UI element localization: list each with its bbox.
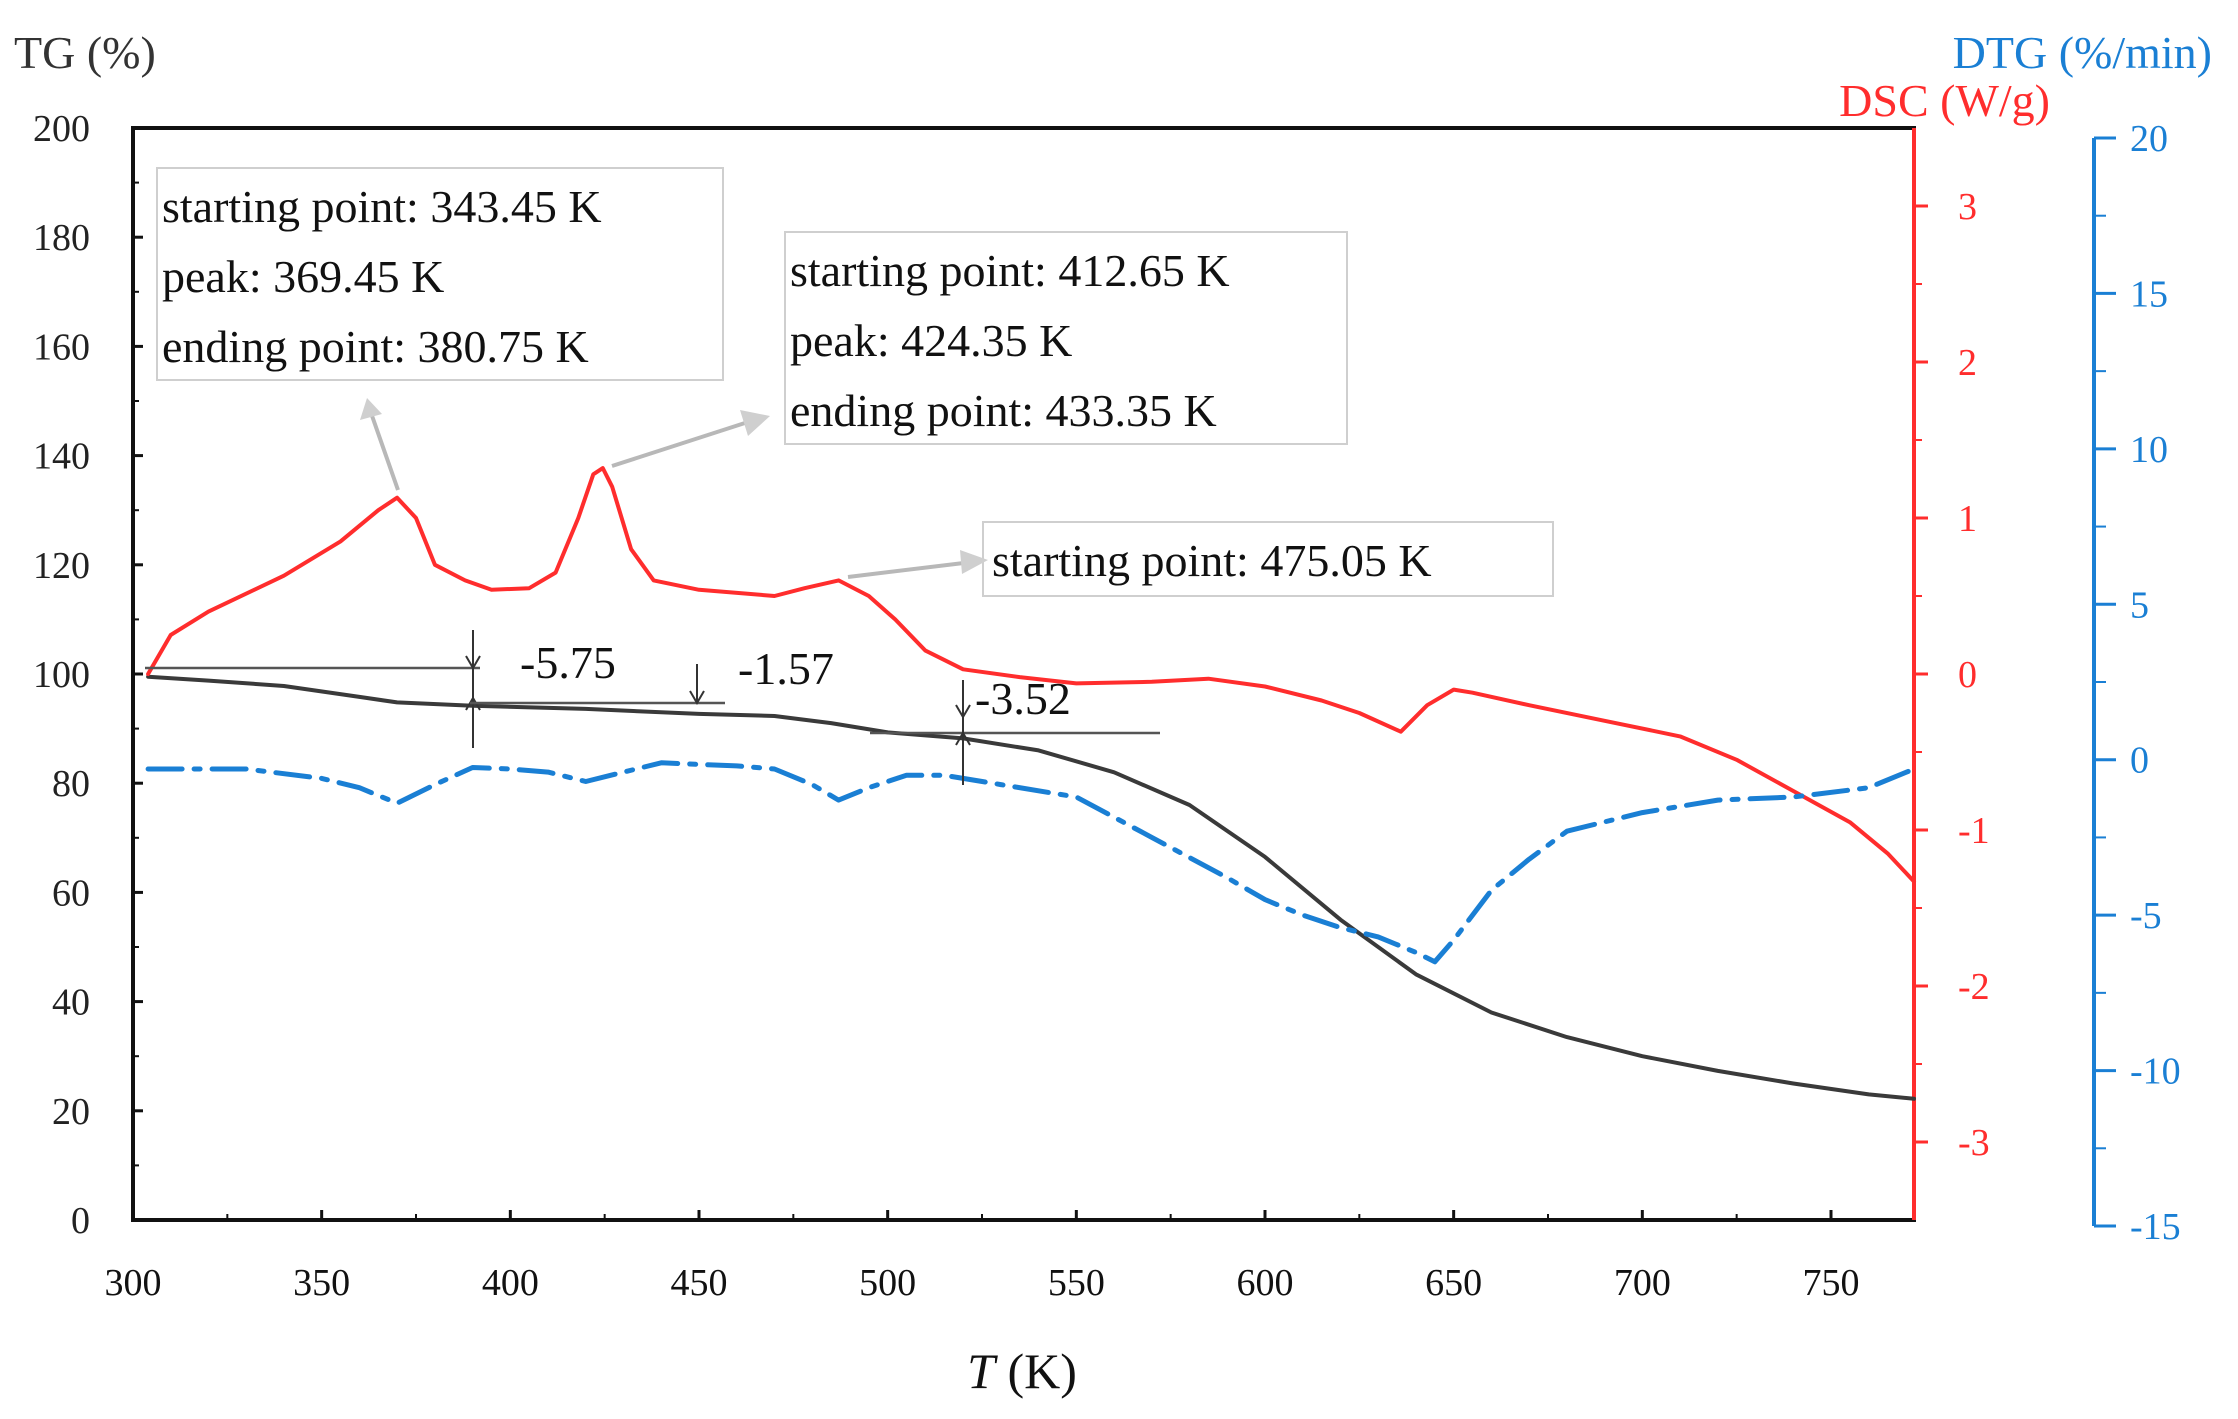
y-dsc-tick-label: 2 bbox=[1958, 342, 1977, 384]
x-tick-label: 450 bbox=[670, 1262, 727, 1304]
y-left-tick-label: 200 bbox=[33, 108, 90, 150]
y-dsc-tick-label: -2 bbox=[1958, 966, 1990, 1008]
step-label-1: -5.75 bbox=[520, 637, 616, 688]
step-label-3: -3.52 bbox=[975, 673, 1071, 724]
y-dtg-tick-label: -15 bbox=[2130, 1206, 2181, 1248]
annotation-1: starting point: 343.45 K peak: 369.45 K … bbox=[156, 167, 724, 491]
annotation-2-pointer bbox=[611, 420, 749, 468]
y-left-tick-label: 60 bbox=[52, 872, 90, 914]
y-dsc-tick-label: 1 bbox=[1958, 498, 1977, 540]
series-dsc-line bbox=[146, 466, 1916, 884]
annotation-2-pointer-head bbox=[740, 410, 770, 436]
y-left-tick-label: 40 bbox=[52, 982, 90, 1024]
step-arrowhead-1b bbox=[465, 696, 481, 711]
y-dsc-tick-label: -1 bbox=[1958, 810, 1990, 852]
annotation-1-line-1: starting point: 343.45 K bbox=[162, 181, 602, 232]
step-label-2: -1.57 bbox=[738, 643, 834, 694]
y-left-tick-label: 80 bbox=[52, 763, 90, 805]
y-dsc-tick-label: 0 bbox=[1958, 654, 1977, 696]
x-tick-label: 650 bbox=[1425, 1262, 1482, 1304]
annotation-2-line-3: ending point: 433.35 K bbox=[790, 385, 1217, 436]
annotation-3: starting point: 475.05 K bbox=[847, 521, 1554, 597]
step-arrowhead-2 bbox=[689, 690, 705, 705]
y-left-tick-label: 140 bbox=[33, 436, 90, 478]
y-left-tick-label: 120 bbox=[33, 545, 90, 587]
step-arrowhead-3b bbox=[955, 731, 971, 746]
y-dsc-axis: -3 -2 -1 0 1 2 3 bbox=[1914, 186, 1990, 1164]
x-axis: 300 350 400 450 500 550 600 650 700 750 bbox=[105, 1210, 1859, 1304]
x-axis-title-symbol: T bbox=[967, 1343, 998, 1399]
x-tick-label: 750 bbox=[1802, 1262, 1859, 1304]
y-left-axis: 0 20 40 60 80 100 120 140 160 180 200 bbox=[33, 108, 143, 1242]
annotation-1-pointer bbox=[368, 409, 400, 491]
y-dsc-tick-label: 3 bbox=[1958, 186, 1977, 228]
annotation-box-3 bbox=[982, 521, 1554, 597]
annotation-3-pointer bbox=[847, 560, 973, 579]
y-dsc-tick-label: -3 bbox=[1958, 1122, 1990, 1164]
x-tick-label: 300 bbox=[105, 1262, 162, 1304]
mass-steps: -5.75 -1.57 -3.52 bbox=[145, 630, 1160, 785]
x-tick-label: 350 bbox=[293, 1262, 350, 1304]
x-axis-title: T (K) bbox=[967, 1343, 1077, 1399]
x-tick-label: 600 bbox=[1236, 1262, 1293, 1304]
y-dtg-tick-label: 15 bbox=[2130, 273, 2168, 315]
annotation-2-line-2: peak: 424.35 K bbox=[790, 315, 1072, 366]
x-tick-label: 400 bbox=[482, 1262, 539, 1304]
annotation-1-line-3: ending point: 380.75 K bbox=[162, 321, 589, 372]
y-left-tick-label: 160 bbox=[33, 326, 90, 368]
y-dtg-tick-label: 5 bbox=[2130, 584, 2149, 626]
x-axis-title-unit: (K) bbox=[995, 1343, 1077, 1399]
y-left-tick-label: 100 bbox=[33, 654, 90, 696]
annotation-1-line-2: peak: 369.45 K bbox=[162, 251, 444, 302]
x-tick-label: 500 bbox=[859, 1262, 916, 1304]
y-dtg-tick-label: 0 bbox=[2130, 740, 2149, 782]
annotation-2: starting point: 412.65 K peak: 424.35 K … bbox=[611, 231, 1348, 468]
y-dtg-tick-label: 20 bbox=[2130, 118, 2168, 160]
x-tick-label: 700 bbox=[1614, 1262, 1671, 1304]
y-dtg-tick-label: -5 bbox=[2130, 895, 2162, 937]
annotation-3-pointer-head bbox=[960, 550, 988, 574]
y-right1-axis-title: DSC (W/g) bbox=[1839, 75, 2050, 126]
annotation-3-line-1: starting point: 475.05 K bbox=[992, 535, 1432, 586]
y-left-tick-label: 0 bbox=[71, 1200, 90, 1242]
series-tg-line bbox=[146, 674, 1916, 1101]
annotation-2-line-1: starting point: 412.65 K bbox=[790, 245, 1230, 296]
step-arrowhead-1 bbox=[465, 655, 481, 670]
y-left-tick-label: 20 bbox=[52, 1091, 90, 1133]
annotation-box-2 bbox=[784, 231, 1348, 445]
y-left-axis-title: TG (%) bbox=[14, 27, 156, 78]
y-dtg-tick-label: 10 bbox=[2130, 429, 2168, 471]
x-tick-label: 550 bbox=[1048, 1262, 1105, 1304]
y-left-tick-label: 180 bbox=[33, 217, 90, 259]
y-dtg-tick-label: -10 bbox=[2130, 1051, 2181, 1093]
y-dtg-axis: -15 -10 -5 0 5 10 15 20 bbox=[2094, 118, 2181, 1248]
annotation-1-pointer-head bbox=[360, 398, 382, 420]
annotation-box-1 bbox=[156, 167, 724, 381]
y-right2-axis-title: DTG (%/min) bbox=[1953, 27, 2212, 78]
step-arrowhead-3 bbox=[955, 704, 971, 719]
